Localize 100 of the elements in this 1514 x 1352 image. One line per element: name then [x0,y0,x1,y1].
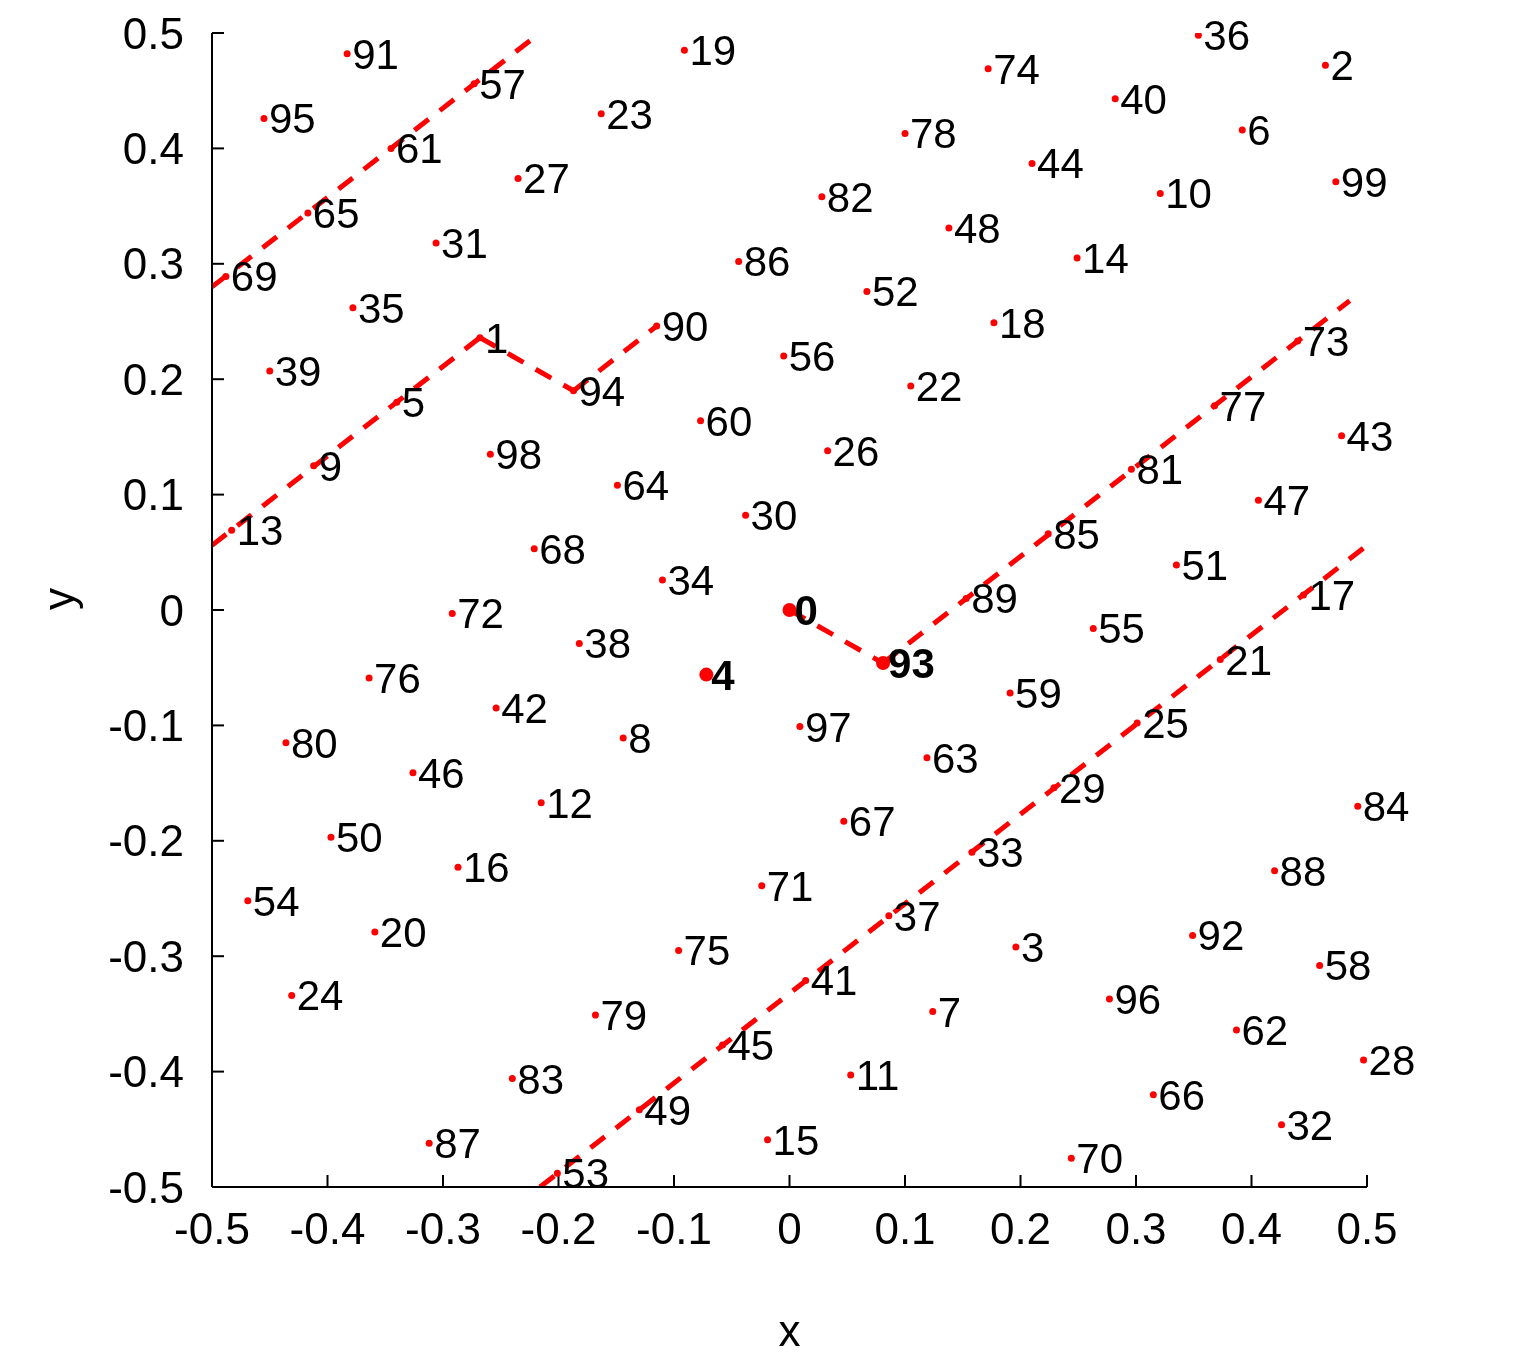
annotation: 86 [743,238,791,286]
annotation: 47 [1263,477,1311,525]
y-tick-label: 0.5 [122,8,184,58]
annotation: 19 [689,27,737,75]
annotation: 72 [457,590,504,638]
y-tick-label: -0.1 [108,701,184,751]
annotation: 42 [501,685,548,733]
annotation: 61 [396,125,443,173]
y-tick-label: 0.4 [122,124,184,174]
annotation: 80 [290,719,338,767]
x-tick-label: 0.1 [874,1204,936,1254]
annotation: 59 [1015,670,1062,718]
annotation: 70 [1076,1135,1124,1183]
annotation: 93 [888,640,935,688]
x-tick-label: 0.3 [1105,1204,1167,1254]
annotation: 79 [600,992,648,1040]
annotation: 69 [230,253,278,301]
annotation: 12 [546,779,593,827]
annotation: 99 [1340,158,1388,206]
annotation: 35 [357,284,405,332]
annotation: 2 [1330,42,1354,90]
annotation: 29 [1058,764,1106,812]
annotation: 94 [578,367,626,415]
annotation: 11 [855,1052,900,1100]
annotation: 7 [937,988,962,1036]
annotation: 65 [312,190,360,238]
annotation: 77 [1219,382,1267,430]
annotation: 5 [401,379,426,427]
annotation: 9 [318,442,342,490]
annotation: 10 [1165,170,1212,218]
annotation: 95 [268,95,316,143]
annotation: 37 [893,892,941,940]
annotation: 48 [953,205,1001,253]
annotation: 31 [441,220,488,268]
annotation: 33 [976,829,1024,877]
annotation: 41 [810,957,858,1005]
annotation: 24 [296,972,344,1020]
annotation: 71 [766,862,814,910]
x-tick-label: 0 [777,1204,802,1254]
annotation: 45 [727,1022,775,1070]
annotation: 30 [750,492,798,540]
y-tick-label: 0.3 [122,239,184,289]
annotation: 22 [915,363,963,411]
annotation: 13 [236,507,284,555]
annotation: 51 [1181,541,1229,589]
annotation: 40 [1120,75,1167,123]
y-tick-label: 0.1 [122,470,184,520]
annotation: 89 [971,575,1018,623]
annotation: 49 [644,1086,692,1134]
x-tick-label: -0.2 [520,1204,597,1254]
annotation: 21 [1225,636,1273,684]
annotation: 50 [335,814,383,862]
annotation: 14 [1082,235,1129,283]
annotation: 26 [832,427,880,475]
annotation: 67 [848,798,896,846]
annotation: 60 [705,397,753,445]
x-tick-label: -0.3 [405,1204,481,1254]
annotation: 43 [1346,412,1394,460]
annotation: 18 [998,299,1046,347]
x-axis-title: x [778,1306,801,1352]
annotation: 75 [683,927,731,975]
y-tick-label: 0.2 [122,354,184,404]
annotation: 54 [252,877,300,925]
annotation: 3 [1020,923,1045,971]
x-tick-label: -0.1 [636,1204,712,1254]
annotation: 78 [910,110,957,158]
annotation: 74 [993,45,1040,93]
annotation: 98 [495,431,543,479]
annotation: 96 [1114,975,1162,1023]
annotation: 84 [1362,783,1410,831]
annotation: 81 [1136,446,1184,494]
annotation: 15 [772,1116,820,1164]
annotation: 36 [1203,12,1251,60]
y-tick-label: -0.4 [108,1047,184,1097]
annotation: 4 [711,651,736,699]
annotation: 16 [463,844,510,892]
annotation: 58 [1324,942,1372,990]
y-axis-title: y [33,588,83,610]
annotation: 90 [661,303,709,351]
annotation: 88 [1279,847,1327,895]
annotation: 1 [484,314,509,362]
annotation: 91 [352,30,399,78]
annotation: 8 [628,715,652,763]
annotation: 83 [517,1055,565,1103]
annotation: 39 [274,348,322,396]
annotation: 66 [1158,1071,1206,1119]
annotation: 6 [1247,106,1271,154]
annotation: 85 [1053,510,1100,558]
y-tick-label: -0.3 [108,931,184,981]
annotation: 62 [1241,1007,1289,1055]
annotation: 27 [523,155,570,203]
x-tick-label: 0.2 [989,1204,1052,1254]
annotation: 20 [379,908,427,956]
annotation: 92 [1197,912,1245,960]
x-tick-label: 0.4 [1220,1204,1283,1254]
annotation: 17 [1308,572,1356,619]
annotation: 55 [1098,605,1145,653]
annotation: 82 [826,173,874,221]
annotation: 28 [1368,1037,1416,1085]
annotation: 32 [1286,1101,1334,1149]
